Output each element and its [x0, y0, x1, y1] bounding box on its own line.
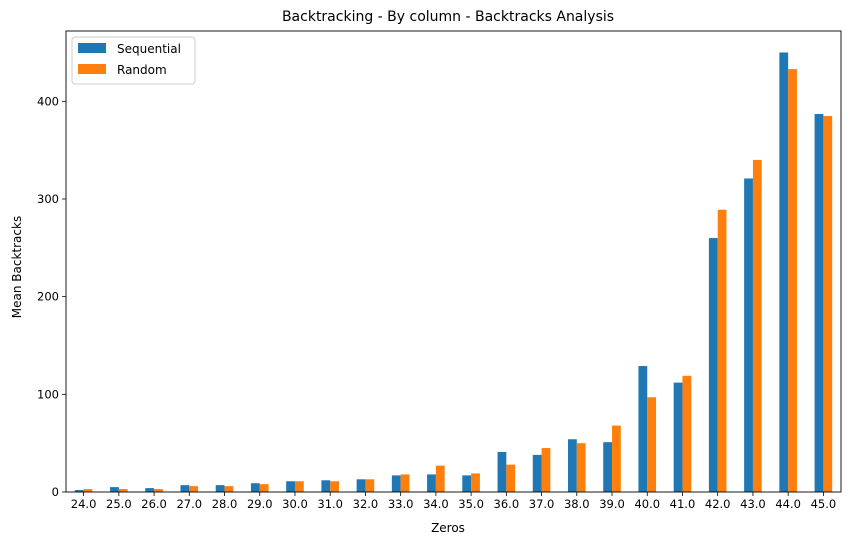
x-tick-label: 40.0: [634, 497, 660, 511]
bar-random-34.0: [435, 465, 445, 492]
bar-sequential-36.0: [497, 451, 507, 492]
legend: Sequential Random: [71, 36, 196, 85]
bar-sequential-26.0: [145, 488, 155, 492]
y-tick-label: 300: [37, 192, 59, 206]
x-tick-label: 42.0: [705, 497, 731, 511]
bar-random-26.0: [154, 489, 163, 492]
bar-random-37.0: [541, 448, 551, 492]
x-tick-label: 37.0: [529, 497, 555, 511]
bar-random-28.0: [224, 486, 234, 492]
bar-random-41.0: [682, 375, 692, 492]
x-tick-label: 25.0: [106, 497, 132, 511]
bar-random-36.0: [506, 464, 516, 492]
bar-random-35.0: [471, 473, 480, 492]
y-ticks: 0 100 200 300 400: [37, 94, 66, 499]
x-tick-label: 31.0: [317, 497, 343, 511]
bar-random-31.0: [330, 481, 340, 492]
bar-random-30.0: [294, 481, 304, 492]
x-tick-label: 26.0: [141, 497, 167, 511]
y-axis-label: Mean Backtracks: [10, 216, 24, 318]
plot-frame: [65, 30, 842, 493]
bar-sequential-27.0: [180, 485, 190, 492]
bar-sequential-29.0: [250, 483, 260, 492]
bar-random-32.0: [365, 479, 375, 492]
y-tick-label: 0: [52, 485, 59, 499]
legend-label-sequential: Sequential: [117, 42, 181, 56]
x-ticks: 24.0 25.0 26.0 27.0 28.0 29.0 30.0 31.0 32.0 33.0…: [71, 492, 836, 511]
y-tick-label: 400: [37, 94, 59, 108]
x-axis-label: Zeros: [431, 521, 465, 535]
bar-random-39.0: [612, 425, 621, 492]
bar-random-43.0: [752, 159, 762, 493]
bar-random-42.0: [717, 209, 727, 492]
bar-random-29.0: [259, 484, 269, 492]
bar-random-38.0: [576, 443, 586, 492]
bar-sequential-43.0: [744, 178, 753, 492]
x-tick-label: 38.0: [564, 497, 590, 511]
x-tick-label: 29.0: [247, 497, 273, 511]
bar-sequential-31.0: [321, 480, 331, 492]
bar-sequential-45.0: [814, 114, 824, 492]
legend-swatch-random: [78, 64, 106, 74]
x-tick-label: 45.0: [811, 497, 837, 511]
bar-sequential-37.0: [532, 454, 542, 492]
bar-sequential-41.0: [673, 382, 683, 492]
x-tick-label: 30.0: [282, 497, 308, 511]
x-tick-label: 27.0: [176, 497, 202, 511]
bar-random-45.0: [823, 115, 833, 492]
y-tick-label: 100: [37, 387, 59, 401]
bar-random-44.0: [788, 69, 797, 493]
x-tick-label: 34.0: [423, 497, 449, 511]
x-tick-label: 28.0: [212, 497, 238, 511]
bar-sequential-34.0: [427, 474, 436, 492]
bar-sequential-25.0: [110, 487, 119, 492]
bar-random-24.0: [83, 489, 93, 492]
bar-random-27.0: [189, 486, 199, 492]
bar-sequential-39.0: [603, 442, 613, 492]
chart-title: Backtracking - By column - Backtracks An…: [282, 9, 614, 25]
x-tick-label: 43.0: [740, 497, 766, 511]
bar-sequential-30.0: [286, 481, 295, 492]
x-tick-label: 24.0: [71, 497, 97, 511]
x-tick-label: 33.0: [388, 497, 414, 511]
x-tick-label: 35.0: [458, 497, 484, 511]
legend-swatch-sequential: [78, 43, 106, 53]
bar-sequential-44.0: [779, 52, 789, 492]
bar-random-40.0: [647, 397, 657, 492]
bar-sequential-33.0: [391, 475, 401, 492]
bar-sequential-24.0: [74, 490, 84, 492]
x-tick-label: 32.0: [353, 497, 379, 511]
x-tick-label: 39.0: [599, 497, 625, 511]
x-tick-label: 36.0: [494, 497, 520, 511]
bar-sequential-42.0: [708, 238, 718, 492]
bar-sequential-38.0: [567, 439, 577, 492]
bars-group: [74, 52, 833, 493]
bar-sequential-35.0: [462, 475, 472, 492]
x-tick-label: 41.0: [670, 497, 696, 511]
bar-random-25.0: [118, 489, 128, 492]
y-tick-label: 200: [37, 290, 59, 304]
bar-sequential-40.0: [638, 366, 648, 492]
bar-sequential-28.0: [215, 485, 225, 492]
legend-label-random: Random: [117, 63, 167, 77]
bar-sequential-32.0: [356, 479, 366, 492]
bar-random-33.0: [400, 474, 410, 492]
x-tick-label: 44.0: [775, 497, 801, 511]
